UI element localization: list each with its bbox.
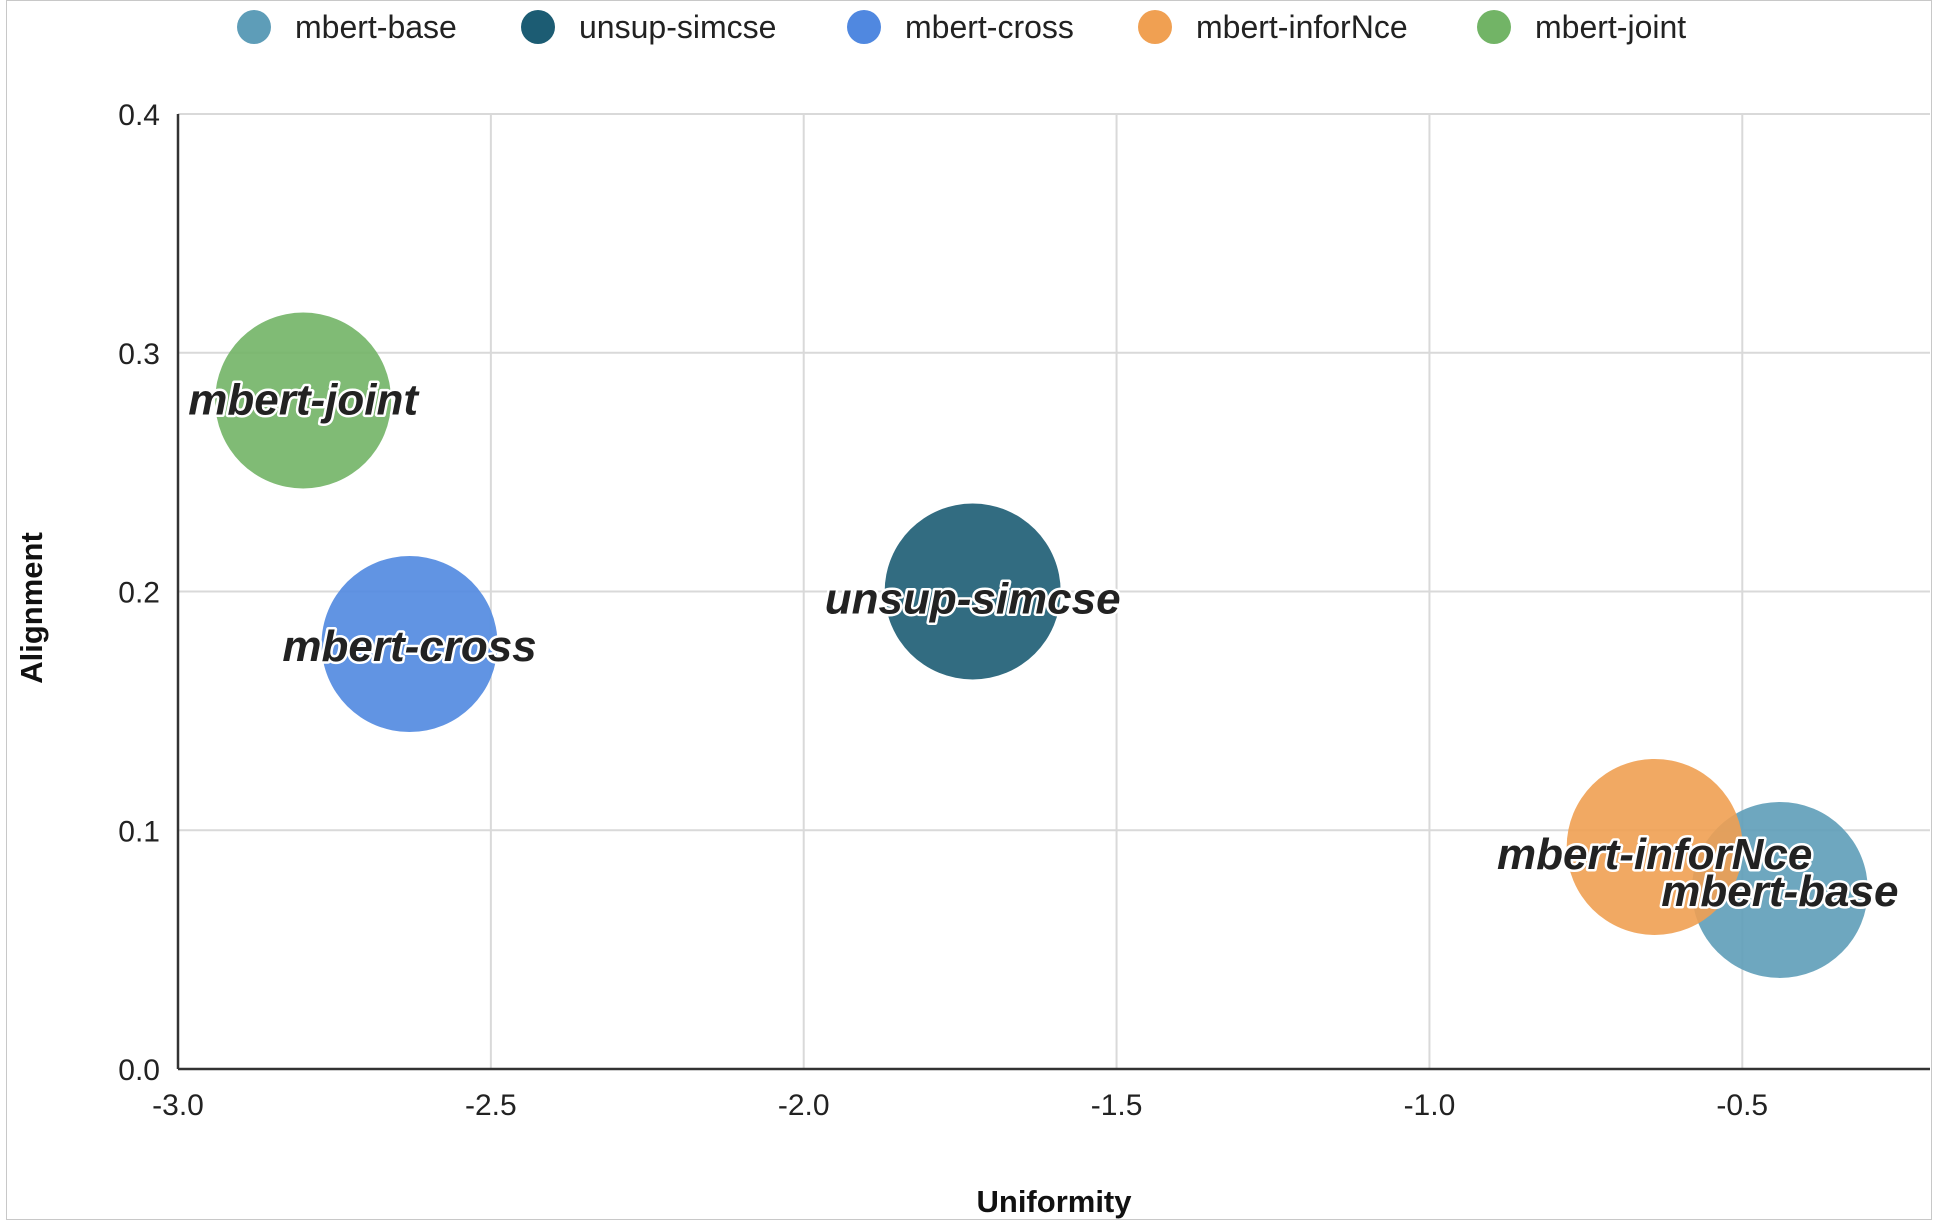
legend-label: mbert-joint — [1535, 9, 1686, 45]
bubble-label: mbert-cross — [282, 622, 536, 671]
y-tick-label: 0.0 — [118, 1054, 160, 1087]
y-axis-title: Alignment — [14, 532, 49, 684]
bubble-mbert-cross — [321, 556, 498, 733]
legend-marker — [1477, 10, 1511, 44]
x-tick-label: -2.5 — [465, 1089, 517, 1122]
bubble-label: unsup-simcse — [825, 575, 1121, 624]
legend-item-mbert-base: mbert-base — [237, 9, 457, 45]
x-tick-label: -1.5 — [1091, 1089, 1143, 1122]
y-tick-label: 0.3 — [118, 338, 160, 371]
legend-label: mbert-base — [295, 9, 457, 45]
bubble-label: mbert-base — [1661, 867, 1898, 916]
legend-label: unsup-simcse — [579, 9, 776, 45]
legend-marker — [521, 10, 555, 44]
bubble-label: mbert-joint — [188, 376, 420, 425]
legend-item-mbert-joint: mbert-joint — [1477, 9, 1686, 45]
legend-item-mbert-cross: mbert-cross — [847, 9, 1074, 45]
bubble-label-layer: mbert-joint mbert-cross unsup-simcse mbert-… — [186, 373, 1901, 918]
legend-marker — [1138, 10, 1172, 44]
legend-item-unsup-simcse: unsup-simcse — [521, 9, 776, 45]
bubble-mbert-inforNce — [1566, 758, 1743, 935]
legend-item-mbert-inforNce: mbert-inforNce — [1138, 9, 1408, 45]
axis-layer: 0.0 0.1 0.2 0.3 0.4 -3.0 -2.5 -2.0 -1.5 -1.0 -0.5 — [118, 99, 1930, 1122]
bubble-unsup-simcse — [884, 503, 1061, 680]
legend-marker — [237, 10, 271, 44]
legend-marker — [847, 10, 881, 44]
legend: mbert-base unsup-simcse mbert-cross mbert-i… — [237, 9, 1686, 45]
x-tick-label: -3.0 — [152, 1089, 204, 1122]
bubble-layer — [215, 312, 1868, 978]
bubble-label: mbert-inforNce — [1497, 830, 1812, 879]
y-tick-label: 0.1 — [118, 815, 160, 848]
legend-label: mbert-inforNce — [1196, 9, 1408, 45]
x-tick-label: -2.0 — [778, 1089, 830, 1122]
x-tick-label: -1.0 — [1404, 1089, 1456, 1122]
legend-label: mbert-cross — [905, 9, 1074, 45]
y-tick-label: 0.2 — [118, 577, 160, 610]
y-tick-label: 0.4 — [118, 99, 160, 132]
bubble-mbert-joint — [215, 312, 392, 489]
x-axis-title: Uniformity — [977, 1184, 1133, 1219]
x-tick-label: -0.5 — [1716, 1089, 1768, 1122]
